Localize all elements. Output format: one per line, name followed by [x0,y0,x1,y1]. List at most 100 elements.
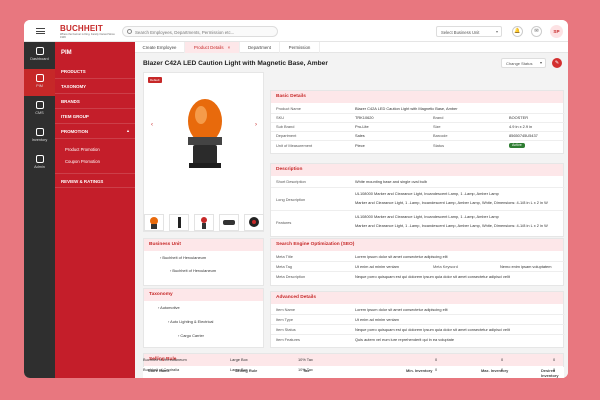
meta-keyword-value: Nemo enim ipsam voluptatem [500,264,552,269]
divider [271,210,565,211]
thumbnail-image [150,217,158,229]
search-box[interactable] [122,26,278,37]
basic-details-header: Basic Details [271,91,563,103]
module-nav: PIM PRODUCTS TAXONOMY BRANDS ITEM GROUP … [55,42,135,378]
thumbnail[interactable] [219,214,239,231]
nav-item-brands[interactable]: BRANDS [55,94,135,109]
dashboard-icon [35,47,44,55]
thumbnail-image [249,217,259,227]
search-input[interactable] [135,28,275,36]
table-cell: Buchheit of Centralia [143,367,180,372]
tree-node[interactable]: › Automotive [158,305,180,310]
rail-item-inventory[interactable]: Inventory [24,123,55,150]
app-window: BUCHHEIT Where the Farmer is King. Famil… [24,20,568,378]
long-description-line-1: UL108000 Marker and Clearance Light, Inc… [355,191,499,196]
tree-label: Buchheit of Herculaneum [162,255,207,260]
rail-item-admin[interactable]: Admin [24,150,55,177]
nav-item-taxonomy[interactable]: TAXONOMY [55,79,135,94]
rail-item-dashboard[interactable]: Dashboard [24,42,55,69]
edit-button[interactable]: ✎ [552,58,562,68]
meta-keyword-label: Meta Keyword [433,264,458,269]
change-status-select[interactable]: Change Status ▾ [501,58,546,68]
short-description-value: White mounting base and single oval bulb [355,179,428,184]
thumbnail[interactable] [169,214,189,231]
rail-item-pim[interactable]: PIM [24,69,55,96]
nav-item-item-group[interactable]: ITEM GROUP [55,109,135,124]
search-icon [127,29,132,34]
chevron-right-icon[interactable]: › [255,122,257,128]
status-label: Status [433,143,445,148]
taxonomy-header: Taxonomy [144,289,263,301]
rail-item-cms[interactable]: CMS [24,96,55,123]
tab-create-employee[interactable]: Create Employee [135,42,185,53]
thumbnail[interactable] [244,214,264,231]
close-icon[interactable]: × [227,45,231,50]
tab-label: Department [248,45,271,50]
thumbnail[interactable] [144,214,164,231]
item-features-label: Item Features [276,337,301,342]
divider [271,334,565,335]
divider [271,261,565,262]
tree-node[interactable]: › Buchheit of Herculaneum [160,255,206,260]
item-name-label: Item Name [276,307,296,312]
divider [271,324,565,325]
status-badge-wrap: Active [509,142,525,148]
nav-label: PROMOTION [61,129,89,134]
status-badge: Active [509,143,525,148]
uom-value: Piece [355,143,365,148]
product-name-label: Product Name [276,106,301,111]
thumbnail[interactable] [194,214,214,231]
tab-product-details[interactable]: Product Details × [185,42,240,53]
business-unit-placeholder: Select Business Unit [441,30,480,35]
size-value: 4.9 in x 2.9 in [509,124,533,129]
avatar[interactable]: SP [550,25,563,38]
chevron-left-icon[interactable]: ‹ [151,122,153,128]
column-header: Min. Inventory [406,368,433,373]
rail-label: Inventory [31,138,48,142]
tree-label: Cargo Carrier [180,333,204,338]
tree-node[interactable]: › Auto Lighting & Electrical [168,319,213,324]
meta-tag-value: Ut enim ad minim veniam [355,264,399,269]
divider [271,314,565,315]
table-cell: 0 [553,357,556,362]
tab-label: Create Employee [142,45,177,50]
tab-permission[interactable]: Permission [280,42,320,53]
item-status-value: Neque porro quisquam est qui dolorem ips… [355,327,510,332]
seo-header: Search Engine Optimization (SEO) [271,239,563,251]
divider [271,131,565,132]
product-name-value: Blazer C42A LED Caution Light with Magne… [355,106,458,111]
selling-rule-body: Buchheit of Herculaneum Large Box 10% Ta… [143,356,564,378]
nav-item-promotion[interactable]: PROMOTION ▴ [55,124,135,139]
item-name-value: Lorem ipsum dolor sit amet consectetur a… [355,307,448,312]
features-line-1: UL108000 Marker and Clearance Light, Inc… [355,214,499,219]
barcode-value: 85650745U5437 [509,133,538,138]
bell-icon[interactable]: 🔔 [512,26,523,37]
nav-subitem-product-promotion[interactable]: Product Promotion [65,147,100,152]
tab-department[interactable]: Department [240,42,280,53]
thumbnail-image [178,217,181,228]
features-line-2: Marker and Clearance Light, 1 -Lamp, Inc… [355,223,548,228]
meta-tag-label: Meta Tag [276,264,292,269]
size-label: Size [433,124,441,129]
chevron-right-icon: › [160,255,163,260]
chevron-down-icon: ▾ [495,29,498,34]
business-unit-select[interactable]: Select Business Unit ▾ [436,26,502,37]
menu-icon[interactable] [36,28,45,34]
meta-title-value: Lorem ipsum dolor sit amet consectetur a… [355,254,448,259]
column-header: Desired Inventory [541,368,559,378]
nav-item-review[interactable]: REVIEW & RATINGS [55,173,135,188]
default-badge: Default [148,77,162,83]
nav-subitem-coupon-promotion[interactable]: Coupon Promotion [65,159,100,164]
product-image [188,99,222,168]
tree-node[interactable]: › Buchheit of Herculaneum [170,268,216,273]
table-cell: 10% Tax [298,367,313,372]
nav-item-products[interactable]: PRODUCTS [55,64,135,79]
tree-node[interactable]: › Cargo Carrier [178,333,204,338]
chevron-right-icon: › [158,305,161,310]
mail-icon[interactable]: ✉ [531,26,542,37]
icon-rail: Dashboard PIM CMS Inventory Admin [24,42,55,378]
rail-label: Dashboard [30,57,49,61]
brand-label: Brand [433,115,444,120]
logo[interactable]: BUCHHEIT Where the Farmer is King. Famil… [60,24,118,39]
tab-label: Permission [288,45,311,50]
